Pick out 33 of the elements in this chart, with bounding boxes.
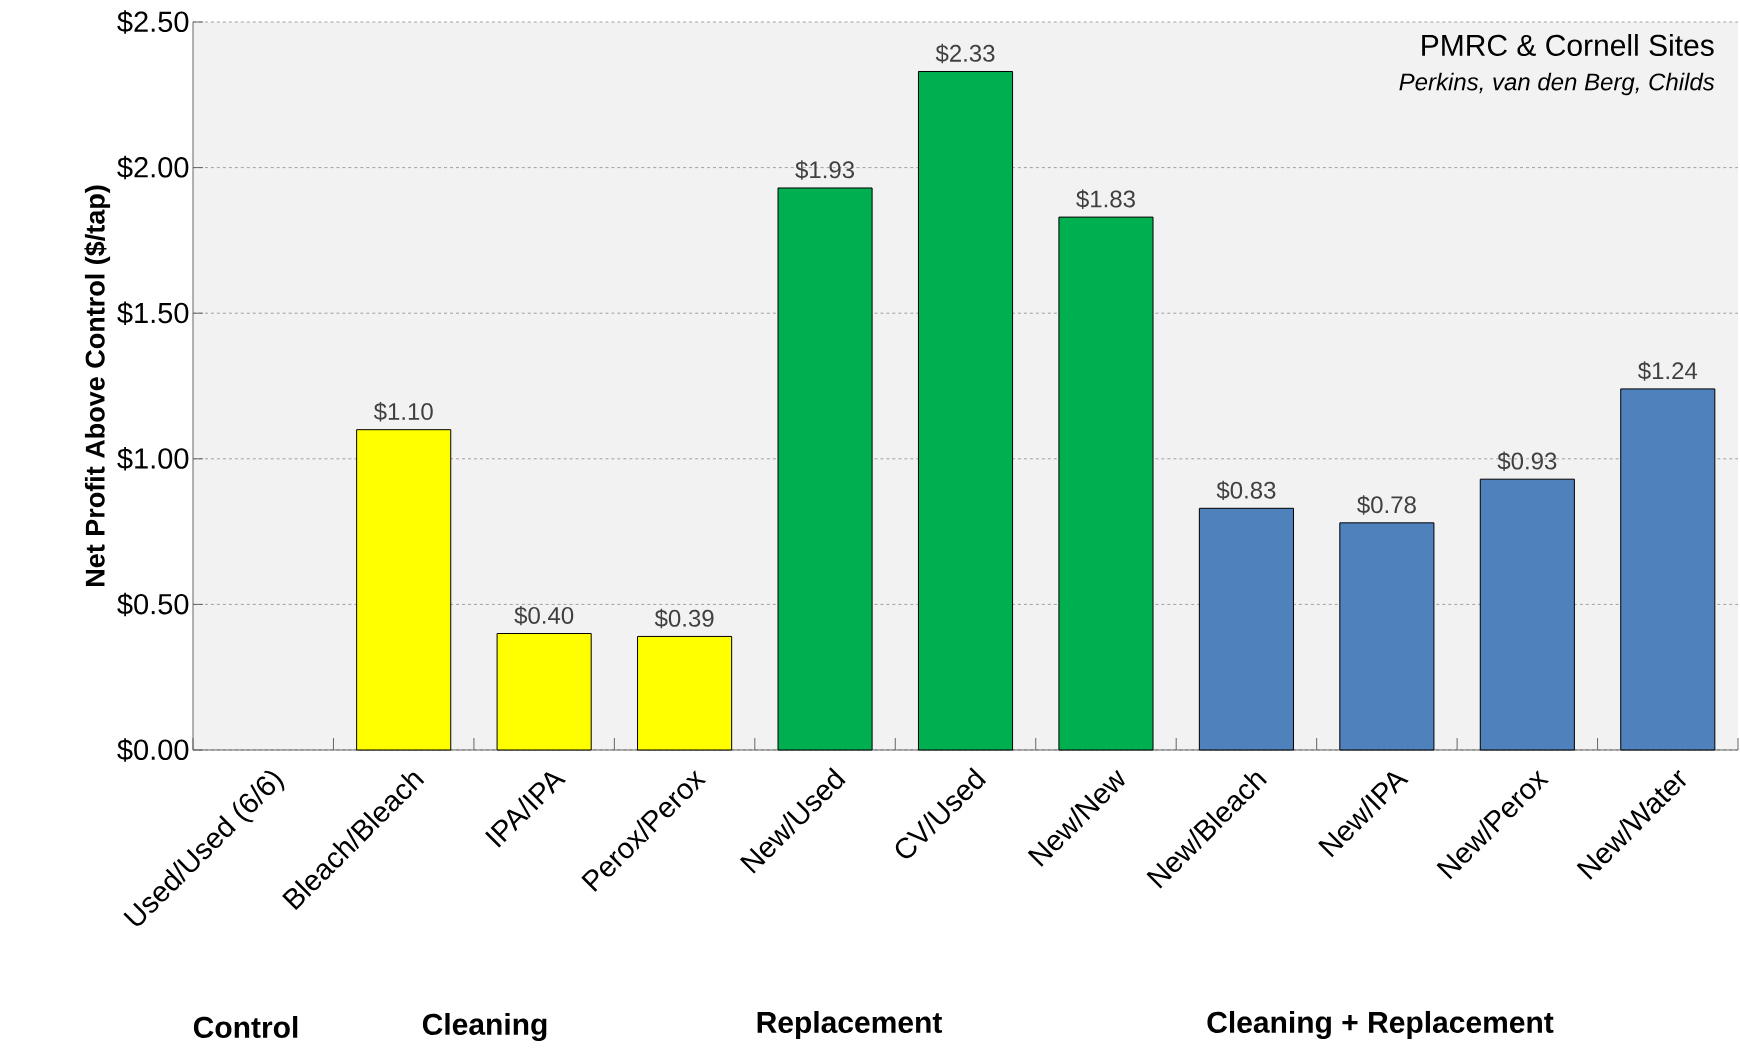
data-label: $0.93 <box>1497 451 1557 471</box>
y-tick-label: $2.50 <box>117 10 189 34</box>
y-tick-label: $0.00 <box>117 738 189 762</box>
y-tick-label: $2.00 <box>117 155 189 180</box>
data-label: $0.40 <box>514 605 574 626</box>
y-tick-label: $1.00 <box>117 447 189 471</box>
data-label: $1.10 <box>373 402 433 422</box>
data-label: $2.33 <box>935 43 995 64</box>
bar <box>1479 478 1575 751</box>
data-label: $0.39 <box>654 608 714 629</box>
data-label: $0.78 <box>1357 495 1416 515</box>
text: Control <box>193 1015 298 1039</box>
bar <box>1058 216 1154 751</box>
data-label: $0.83 <box>1216 480 1276 501</box>
data-label: $1.83 <box>1076 189 1135 209</box>
text: Cleaning <box>422 1012 547 1042</box>
data-label: $1.93 <box>795 160 855 180</box>
data-label: $1.24 <box>1638 361 1698 381</box>
text: Cleaning + Replacement <box>1207 1010 1554 1040</box>
annotation: Perkins, van den Berg, Childs <box>1399 72 1715 96</box>
bar <box>917 71 1014 751</box>
bar <box>1198 507 1294 751</box>
y-tick-label: $1.50 <box>117 301 189 325</box>
bar <box>637 635 733 751</box>
y-tick-label: $0.50 <box>117 592 189 617</box>
bar <box>1620 388 1716 751</box>
annotation: PMRC & Cornell Sites <box>1422 33 1714 57</box>
bar <box>777 187 873 751</box>
bar <box>1339 522 1435 751</box>
y-axis-title: Net Profit Above Control ($/tap) <box>84 185 111 586</box>
bar <box>356 429 452 751</box>
text: Replacement <box>757 1011 942 1039</box>
bar <box>496 633 592 751</box>
